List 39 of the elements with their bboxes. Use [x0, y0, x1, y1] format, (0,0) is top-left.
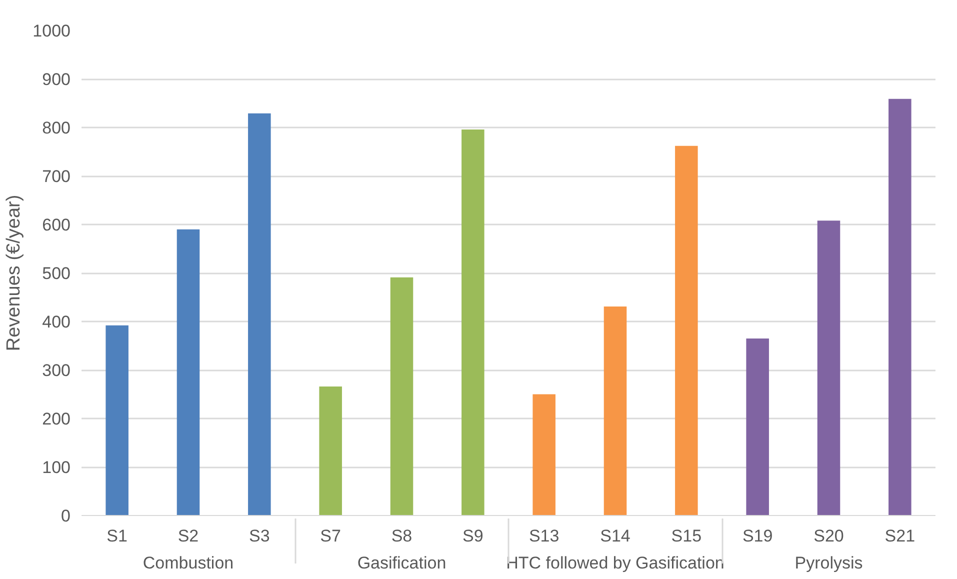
y-tick-label: 300: [42, 361, 71, 380]
bar: [390, 277, 414, 516]
y-tick-label: 700: [42, 167, 71, 186]
x-tick-label: S1: [106, 526, 128, 546]
bar: [319, 386, 342, 516]
x-tick-label: S9: [462, 526, 484, 546]
x-tick-label: S7: [320, 526, 341, 546]
y-tick-label: 0: [61, 506, 71, 526]
bar: [532, 394, 556, 516]
bar: [106, 325, 128, 516]
bar: [675, 146, 698, 516]
y-tick-label: 1000: [32, 22, 71, 40]
y-tick-label: 500: [42, 264, 71, 283]
x-tick-label: S21: [884, 526, 916, 546]
x-tick-label: S19: [742, 526, 773, 546]
bar: [746, 338, 769, 516]
y-tick-label: 600: [42, 216, 71, 234]
y-tick-label: 100: [42, 458, 71, 477]
x-tick-label: S2: [178, 526, 199, 546]
bar: [888, 98, 912, 516]
bar: [817, 220, 840, 516]
y-tick-label: 200: [42, 410, 71, 428]
text: Combustion: [142, 554, 234, 572]
bar: [248, 113, 271, 516]
bar: [462, 129, 484, 516]
y-tick-label: 800: [42, 118, 71, 138]
x-tick-label: S14: [600, 526, 630, 546]
x-tick-label: S20: [814, 526, 844, 546]
x-tick-label: S3: [249, 526, 270, 546]
text: Gasification: [357, 554, 446, 572]
text: Pyrolysis: [794, 554, 863, 572]
y-tick-label: 900: [42, 70, 71, 89]
y-tick-label: 400: [42, 312, 71, 332]
x-tick-label: S8: [391, 526, 412, 546]
bar: [176, 229, 200, 516]
x-tick-label: S13: [528, 526, 560, 546]
bar: [604, 306, 627, 516]
y-axis-title: Revenues (€/year): [4, 194, 25, 352]
x-tick-label: S15: [671, 526, 702, 546]
